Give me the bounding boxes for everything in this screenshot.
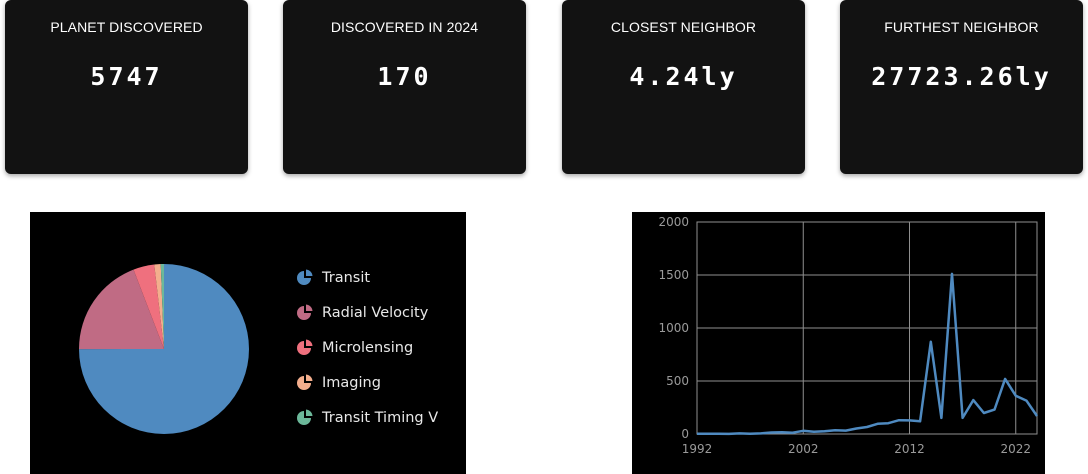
discovery-method-pie-panel: Transit Radial Velocity Microlensing Imagin… (30, 212, 466, 474)
pie-slice-radial-velocity[interactable] (78, 269, 164, 350)
x-tick-label: 2022 (1000, 442, 1031, 456)
y-tick-label: 500 (666, 374, 689, 388)
x-tick-label: 1992 (682, 442, 713, 456)
pie-slice-transit[interactable] (79, 264, 249, 434)
y-tick-label: 2000 (658, 215, 689, 229)
stat-title: CLOSEST NEIGHBOR (610, 19, 757, 35)
pie-legend-icon (297, 374, 313, 390)
legend-item[interactable]: Radial Velocity (295, 295, 438, 330)
stat-value: 170 (377, 62, 432, 91)
stat-value: 4.24ly (629, 62, 738, 91)
plot-area-frame (696, 221, 1038, 435)
legend-label: Imaging (322, 374, 381, 391)
pie-slice-imaging[interactable] (154, 264, 164, 349)
discoveries-per-year-panel: 0 500 1000 1500 2000 1992 2002 2012 2022 (632, 212, 1045, 474)
stat-value: 27723.26ly (871, 62, 1052, 91)
discovery-method-pie-chart (78, 263, 249, 434)
y-tick-label: 1000 (658, 321, 689, 335)
x-tick-label: 2012 (894, 442, 925, 456)
discoveries-per-year-line-chart: 0 500 1000 1500 2000 1992 2002 2012 2022 (658, 215, 1039, 456)
legend-label: Transit Timing V (322, 409, 439, 426)
legend-item[interactable]: Imaging (295, 365, 438, 400)
pie-legend: Transit Radial Velocity Microlensing Imagin… (295, 260, 438, 435)
stat-title: FURTHEST NEIGHBOR (884, 19, 1039, 35)
legend-item[interactable]: Transit Timing V (295, 400, 438, 435)
y-tick-label: 0 (681, 427, 689, 441)
stat-card-planets-discovered: PLANET DISCOVERED 5747 (5, 0, 248, 174)
x-tick-label: 2002 (788, 442, 819, 456)
stat-card-discovered-2024: DISCOVERED IN 2024 170 (283, 0, 526, 174)
legend-item[interactable]: Microlensing (295, 330, 438, 365)
legend-item[interactable]: Transit (295, 260, 438, 295)
legend-label: Transit (322, 269, 371, 286)
pie-legend-icon (297, 304, 313, 320)
pie-legend-icon (297, 339, 313, 355)
stat-card-closest-neighbor: CLOSEST NEIGHBOR 4.24ly (562, 0, 805, 174)
pie-legend-icon (297, 269, 313, 285)
stat-card-furthest-neighbor: FURTHEST NEIGHBOR 27723.26ly (840, 0, 1083, 174)
legend-label: Microlensing (322, 339, 414, 356)
stat-title: PLANET DISCOVERED (50, 19, 203, 35)
legend-label: Radial Velocity (322, 304, 429, 321)
pie-slice-transit-timing-v[interactable] (160, 263, 164, 349)
stat-title: DISCOVERED IN 2024 (330, 19, 479, 35)
pie-legend-icon (297, 409, 313, 425)
y-tick-label: 1500 (658, 268, 689, 282)
stat-value: 5747 (90, 62, 163, 91)
discoveries-line[interactable] (696, 272, 1039, 436)
pie-slice-microlensing[interactable] (133, 264, 165, 349)
